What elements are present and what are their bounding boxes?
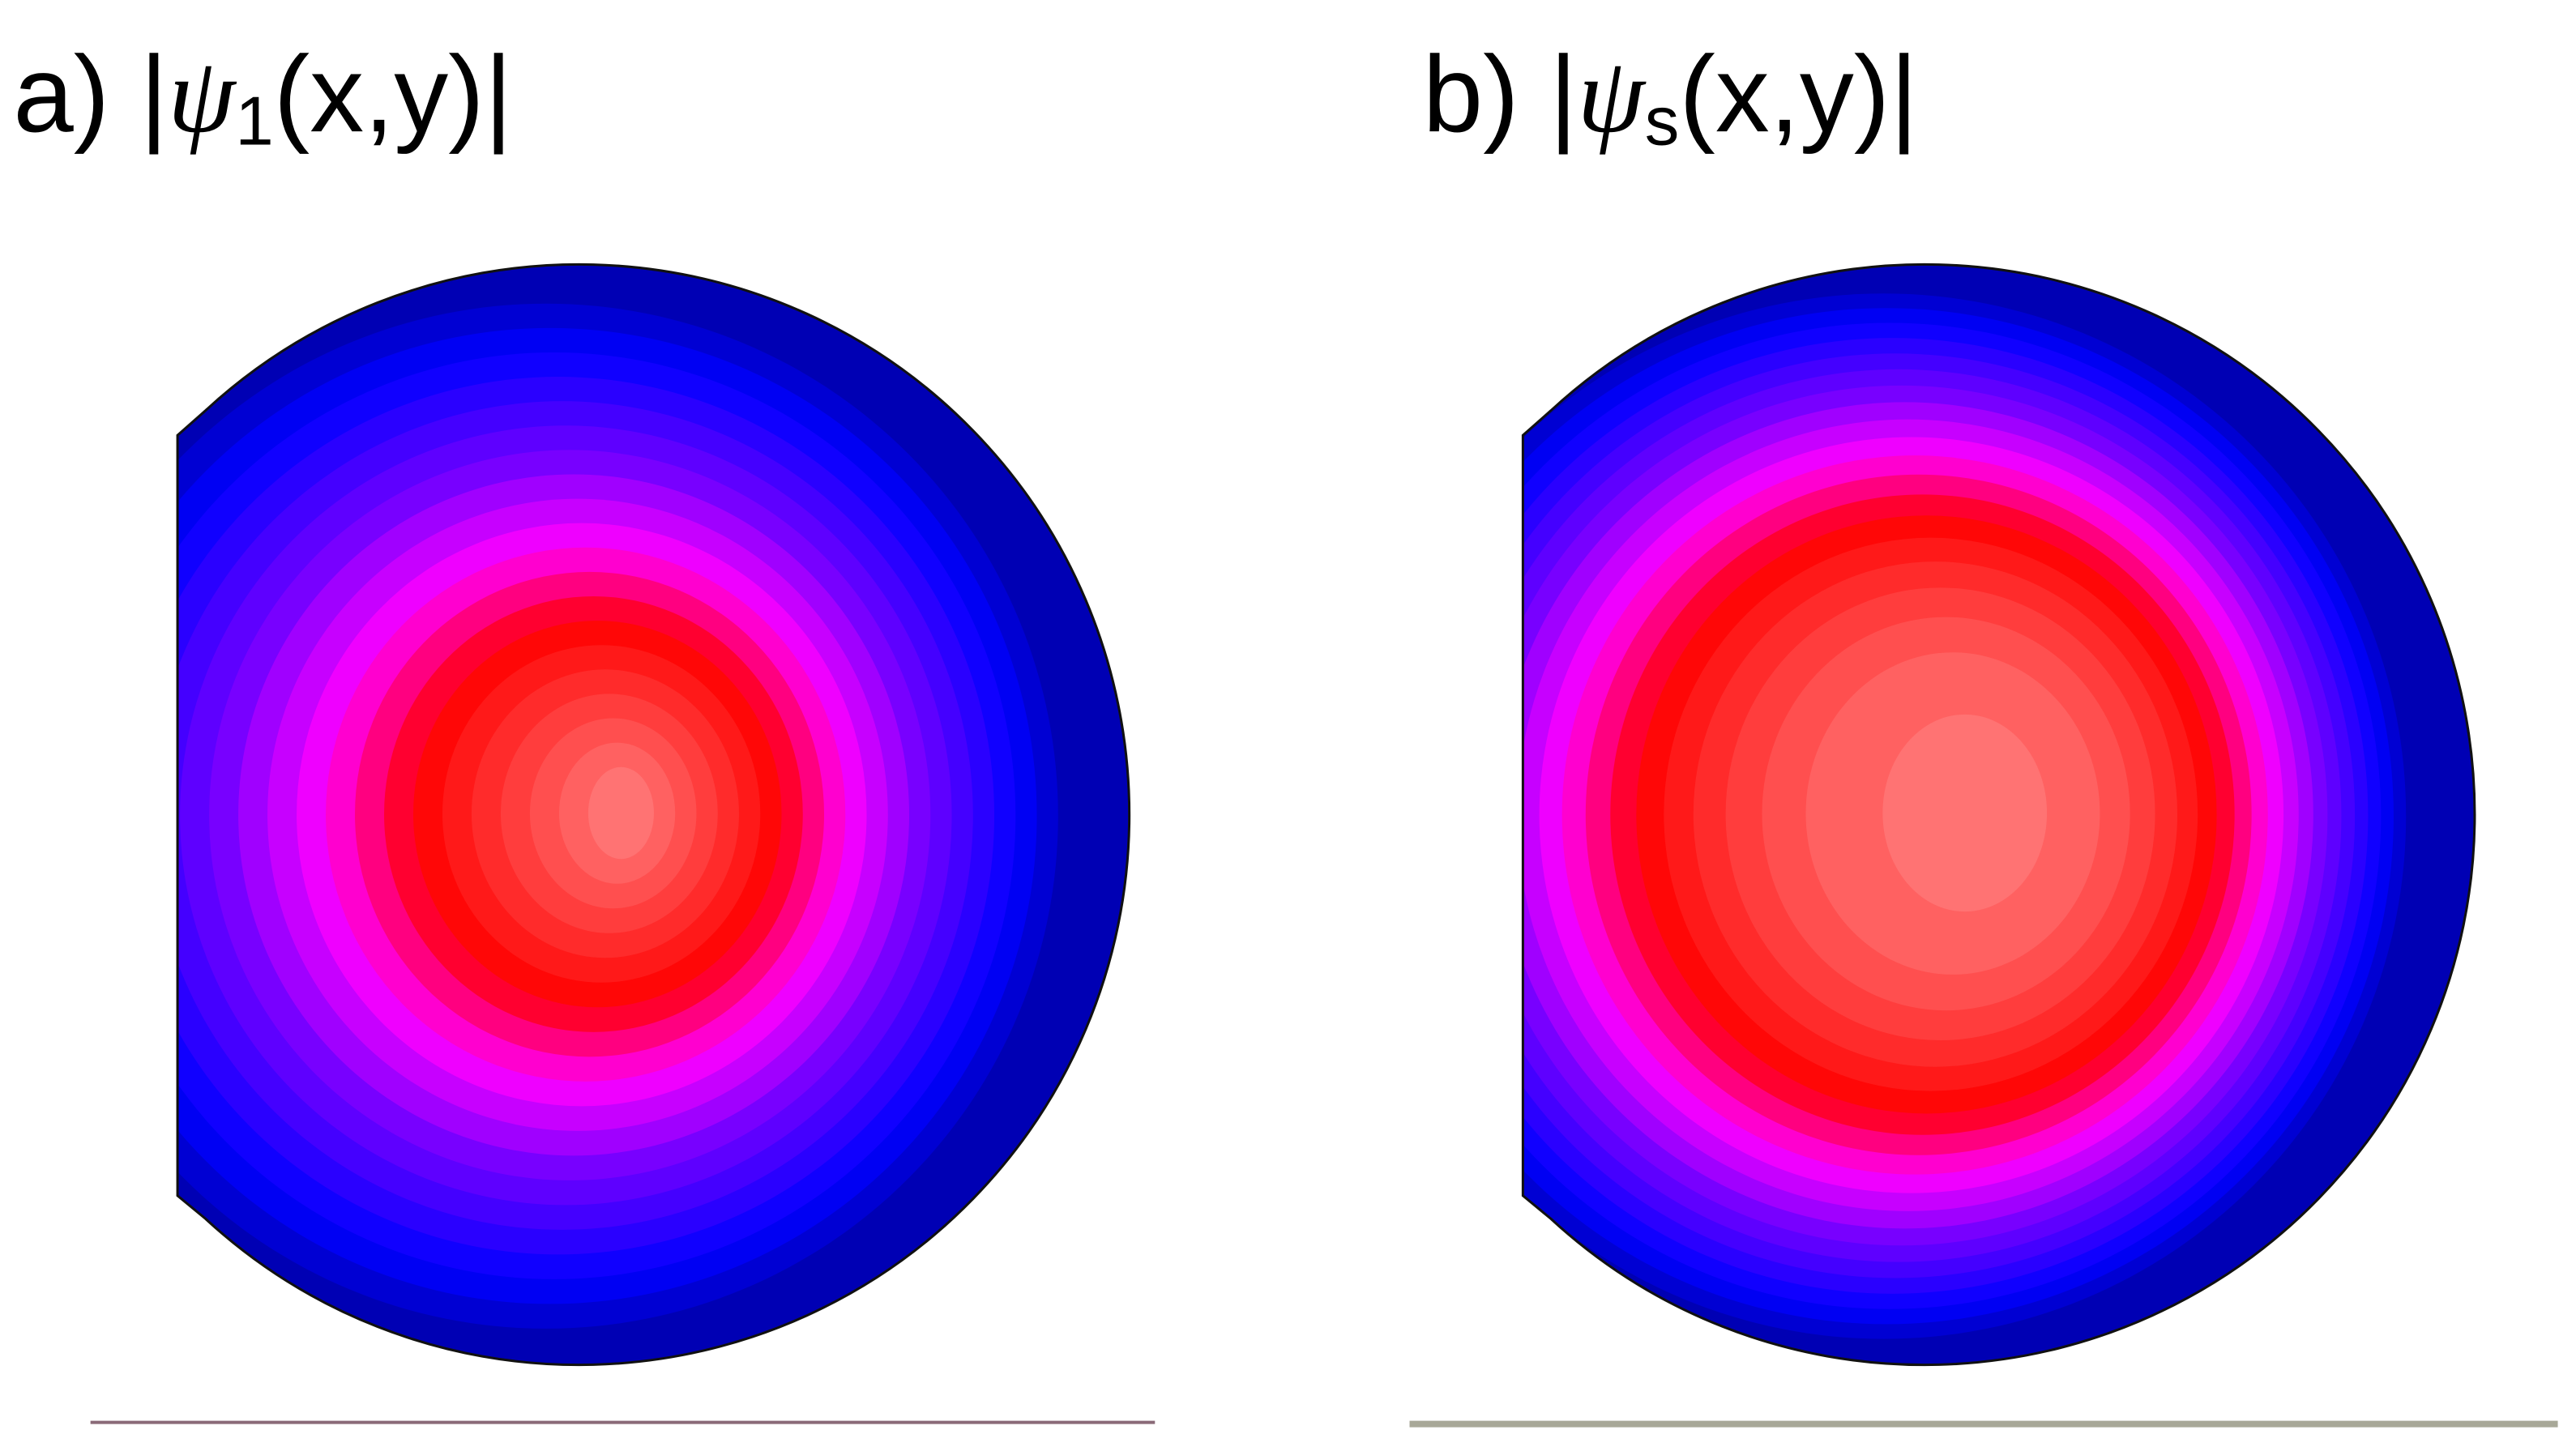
contour-plot (1523, 264, 2475, 1365)
panel-label: a) (13, 34, 109, 155)
contour-band (1882, 714, 2048, 912)
title-args: (x,y)| (274, 34, 513, 155)
title-bar: | (1549, 34, 1578, 155)
title-bar: | (139, 34, 168, 155)
domain-outline (1521, 263, 2476, 1367)
title-args: (x,y)| (1679, 34, 1918, 155)
title-symbol: ψ (168, 35, 237, 155)
contour-band (587, 766, 654, 860)
panel-label: b) (1423, 34, 1519, 155)
contour-plot (177, 264, 1130, 1365)
domain-outline (176, 263, 1131, 1367)
panel-title: a) |ψ1(x,y)| (13, 34, 512, 160)
panel-title: b) |ψs(x,y)| (1423, 34, 1918, 160)
title-subscript: 1 (235, 83, 273, 160)
title-symbol: ψ (1578, 35, 1647, 155)
title-subscript: s (1645, 83, 1680, 160)
